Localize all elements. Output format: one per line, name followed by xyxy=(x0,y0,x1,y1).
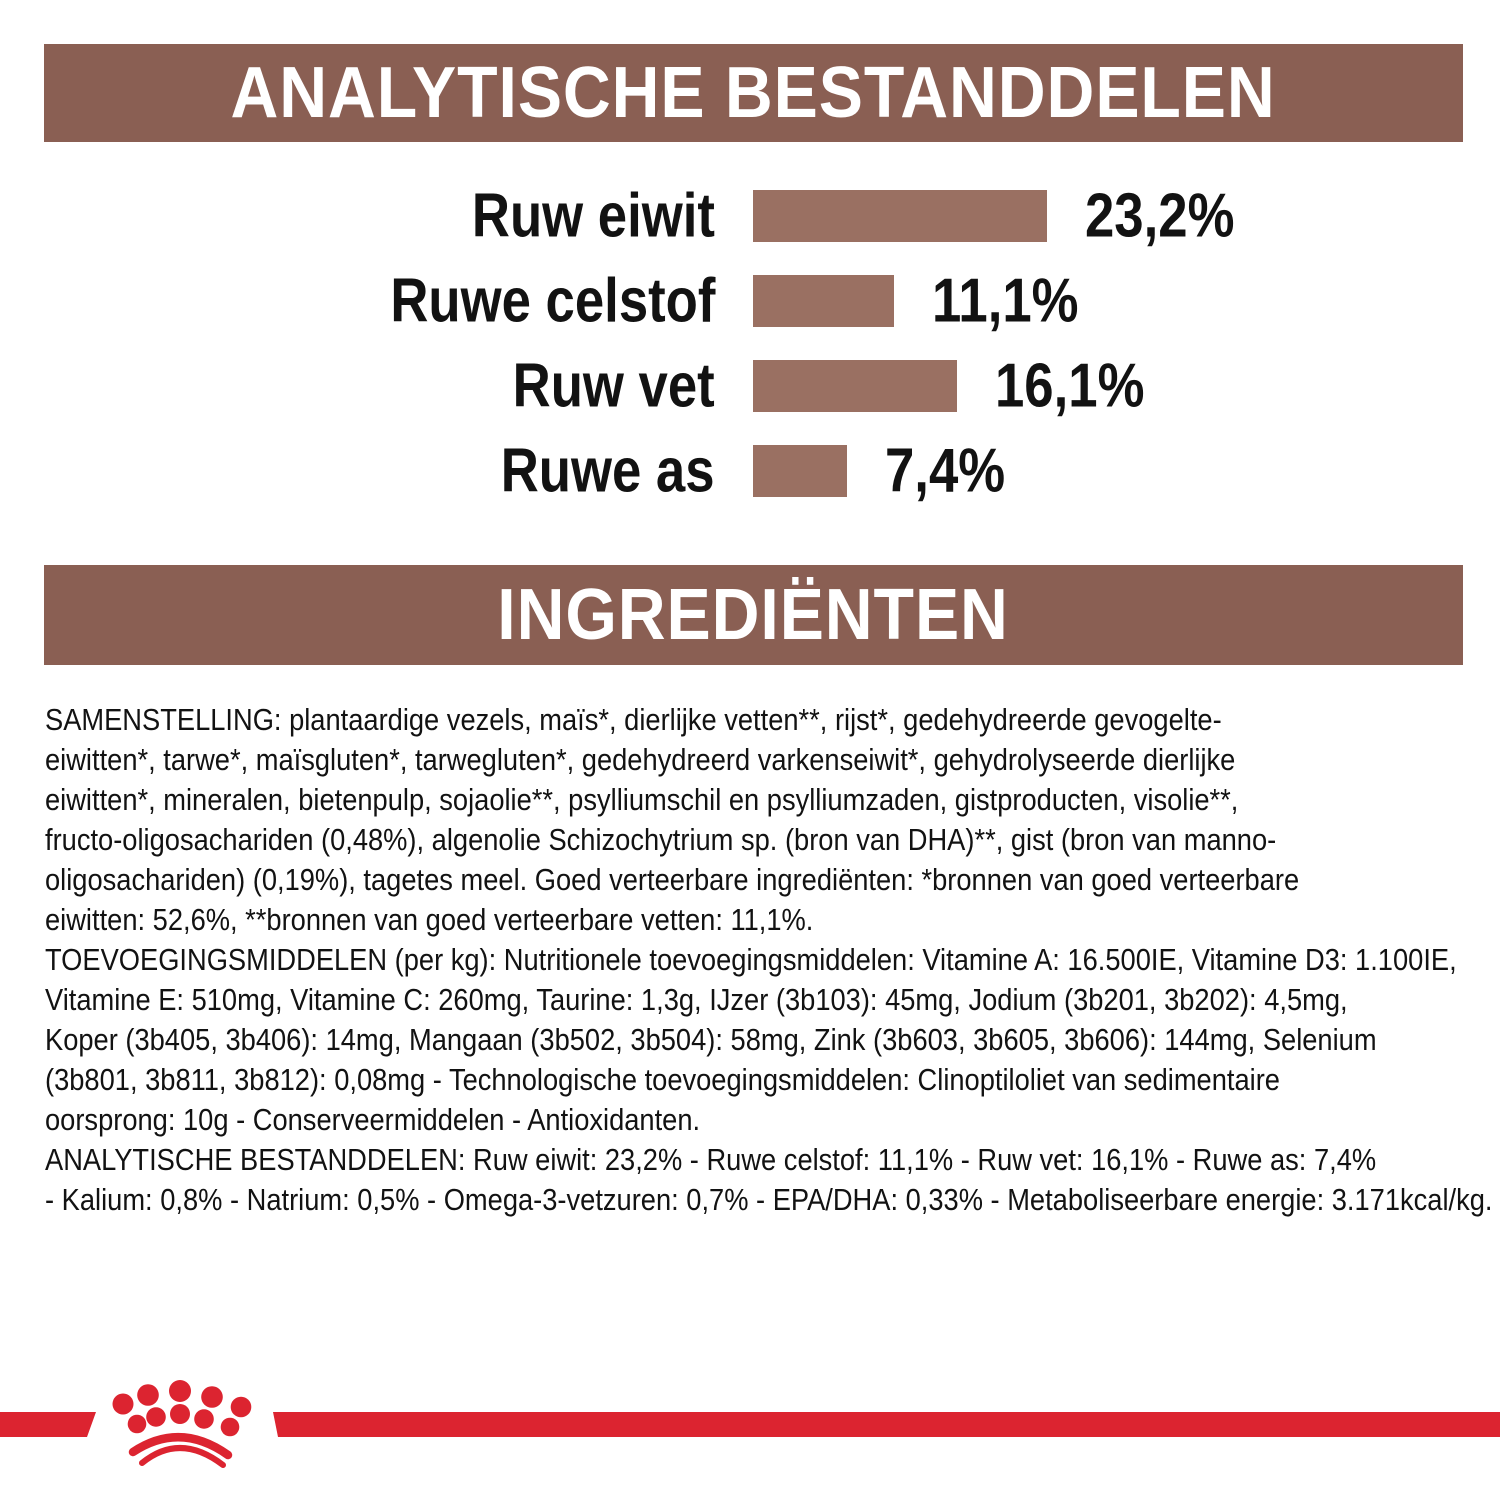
chart-bar xyxy=(753,190,1047,242)
section-header-ingredients: INGREDIËNTEN xyxy=(44,565,1463,665)
ingredients-text-line: oligosachariden) (0,19%), tagetes meel. … xyxy=(45,862,1300,897)
ingredients-text-line: eiwitten*, mineralen, bietenpulp, sojaol… xyxy=(45,782,1239,817)
ingredients-text-line: SAMENSTELLING: plantaardige vezels, maïs… xyxy=(45,702,1222,737)
ingredients-text-line: fructo-oligosachariden (0,48%), algenoli… xyxy=(45,822,1277,857)
ingredients-text-line: (3b801, 3b811, 3b812): 0,08mg - Technolo… xyxy=(45,1062,1280,1097)
chart-bar xyxy=(753,445,847,497)
analytical-title: ANALYTISCHE BESTANDDELEN xyxy=(230,53,1277,133)
brand-stripe-left xyxy=(0,1412,96,1437)
ingredients-text-block: SAMENSTELLING: plantaardige vezels, maïs… xyxy=(45,700,1493,1220)
ingredients-text-line: eiwitten*, tarwe*, maïsgluten*, tarweglu… xyxy=(45,742,1236,777)
ingredients-text-line: ANALYTISCHE BESTANDDELEN: Ruw eiwit: 23,… xyxy=(45,1142,1377,1177)
ingredients-text-line: - Kalium: 0,8% - Natrium: 0,5% - Omega-3… xyxy=(45,1182,1493,1217)
chart-bar xyxy=(753,275,894,327)
chart-value-label: 16,1% xyxy=(995,351,1145,421)
chart-value-label: 7,4% xyxy=(885,436,1006,506)
chart-value-label: 11,1% xyxy=(932,266,1079,336)
ingredients-text-line: oorsprong: 10g - Conserveermiddelen - An… xyxy=(45,1102,701,1137)
ingredients-text-line: TOEVOEGINGSMIDDELEN (per kg): Nutritione… xyxy=(45,942,1457,977)
royal-canin-crown-icon xyxy=(112,1380,252,1468)
ingredients-text-line: eiwitten: 52,6%, **bronnen van goed vert… xyxy=(45,902,814,937)
section-header-analytical: ANALYTISCHE BESTANDDELEN xyxy=(44,44,1463,142)
chart-category-label: Ruw eiwit xyxy=(471,181,715,251)
ingredients-text-line: Koper (3b405, 3b406): 14mg, Mangaan (3b5… xyxy=(45,1022,1377,1057)
brand-stripe-right xyxy=(273,1412,1500,1437)
chart-value-label: 23,2% xyxy=(1085,181,1235,251)
chart-category-label: Ruwe as xyxy=(501,436,715,506)
ingredients-title: INGREDIËNTEN xyxy=(497,575,1010,655)
chart-bar xyxy=(753,360,957,412)
chart-category-label: Ruwe celstof xyxy=(389,266,715,336)
ingredients-text-line: Vitamine E: 510mg, Vitamine C: 260mg, Ta… xyxy=(45,982,1348,1017)
chart-category-label: Ruw vet xyxy=(512,351,715,421)
